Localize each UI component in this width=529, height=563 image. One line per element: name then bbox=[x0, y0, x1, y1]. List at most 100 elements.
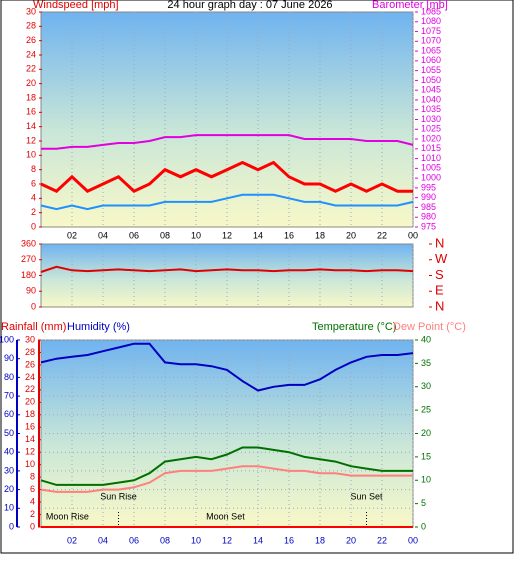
y-tick-label: 985 bbox=[421, 202, 436, 212]
y-tick-label: 14 bbox=[25, 434, 35, 444]
series-line bbox=[40, 193, 414, 211]
y-tick-label: 70 bbox=[4, 390, 14, 400]
y-tick-label: 26 bbox=[26, 35, 36, 45]
y-tick-label: 0 bbox=[9, 521, 14, 531]
y-tick-label: 30 bbox=[4, 465, 14, 475]
y-tick-label: 16 bbox=[25, 422, 35, 432]
y-tick-label: 1005 bbox=[421, 163, 441, 173]
y-tick-label: 10 bbox=[4, 503, 14, 513]
x-tick-label: 20 bbox=[346, 230, 356, 240]
y-tick-label: 1060 bbox=[421, 55, 441, 65]
y-tick-label: 40 bbox=[4, 447, 14, 457]
y-tick-label: 10 bbox=[421, 475, 431, 485]
y-tick-label: 15 bbox=[421, 451, 431, 461]
y-tick-label: 90 bbox=[4, 353, 14, 363]
y-tick-label: 1075 bbox=[421, 26, 441, 36]
y-tick-label: 25 bbox=[421, 405, 431, 415]
y-tick-label: 28 bbox=[25, 347, 35, 357]
y-tick-label: S bbox=[435, 267, 444, 282]
axis-title: 24 hour graph day : 07 June 2026 bbox=[167, 0, 332, 11]
y-tick-label: 20 bbox=[421, 428, 431, 438]
y-tick-label: 100 bbox=[0, 334, 14, 344]
y-tick-label: 990 bbox=[421, 192, 436, 202]
series-line bbox=[40, 265, 414, 273]
y-tick-label: 1055 bbox=[421, 65, 441, 75]
series-line bbox=[40, 465, 413, 493]
y-tick-label: 30 bbox=[421, 381, 431, 391]
x-tick-label: 10 bbox=[191, 230, 201, 240]
x-tick-label: 16 bbox=[284, 230, 294, 240]
y-tick-label: 14 bbox=[26, 121, 36, 131]
y-tick-label: 1050 bbox=[421, 75, 441, 85]
y-tick-label: 20 bbox=[26, 78, 36, 88]
y-tick-label: 1070 bbox=[421, 36, 441, 46]
y-tick-label: 35 bbox=[421, 358, 431, 368]
plot-area bbox=[40, 11, 414, 228]
y-tick-label: 360 bbox=[21, 238, 36, 248]
y-tick-label: 22 bbox=[25, 384, 35, 394]
x-tick-label: 06 bbox=[129, 535, 139, 545]
y-tick-label: 28 bbox=[26, 21, 36, 31]
x-tick-label: 02 bbox=[67, 535, 77, 545]
y-tick-label: 1030 bbox=[421, 114, 441, 124]
y-tick-label: 6 bbox=[30, 484, 35, 494]
y-tick-label: 5 bbox=[421, 498, 426, 508]
y-tick-label: 24 bbox=[25, 372, 35, 382]
axis-title: Humidity (%) bbox=[67, 321, 130, 333]
y-tick-label: 60 bbox=[4, 409, 14, 419]
y-tick-label: 0 bbox=[31, 221, 36, 231]
y-tick-label: 12 bbox=[26, 135, 36, 145]
y-tick-label: 180 bbox=[21, 270, 36, 280]
y-tick-label: 20 bbox=[4, 484, 14, 494]
y-tick-label: 980 bbox=[421, 212, 436, 222]
x-tick-label: 00 bbox=[408, 230, 418, 240]
y-tick-label: 26 bbox=[25, 359, 35, 369]
y-tick-label: 1045 bbox=[421, 85, 441, 95]
annotation: Sun Rise bbox=[100, 491, 137, 501]
series-line bbox=[40, 342, 414, 392]
y-tick-label: 30 bbox=[26, 6, 36, 16]
y-tick-label: 975 bbox=[421, 221, 436, 231]
x-tick-label: 16 bbox=[284, 535, 294, 545]
y-tick-label: 2 bbox=[30, 509, 35, 519]
y-tick-label: N bbox=[435, 235, 444, 250]
y-tick-label: 1065 bbox=[421, 45, 441, 55]
series-line bbox=[41, 134, 414, 150]
x-tick-label: 00 bbox=[408, 535, 418, 545]
y-tick-label: E bbox=[435, 283, 444, 298]
y-tick-label: 16 bbox=[26, 107, 36, 117]
y-tick-label: W bbox=[435, 251, 448, 266]
y-tick-label: 6 bbox=[31, 178, 36, 188]
y-tick-label: 0 bbox=[31, 301, 36, 311]
x-tick-label: 08 bbox=[160, 230, 170, 240]
y-tick-label: 1035 bbox=[421, 104, 441, 114]
y-tick-label: 18 bbox=[26, 92, 36, 102]
y-tick-label: 995 bbox=[421, 182, 436, 192]
y-tick-label: 1080 bbox=[421, 16, 441, 26]
y-tick-label: 1020 bbox=[421, 133, 441, 143]
x-tick-label: 20 bbox=[346, 535, 356, 545]
y-tick-label: 1010 bbox=[421, 153, 441, 163]
y-tick-label: 20 bbox=[25, 397, 35, 407]
y-tick-label: 24 bbox=[26, 49, 36, 59]
x-tick-label: 12 bbox=[222, 230, 232, 240]
y-tick-label: N bbox=[435, 298, 444, 313]
y-tick-label: 10 bbox=[26, 150, 36, 160]
axis-title: Barometer [mb] bbox=[372, 0, 448, 11]
x-tick-label: 18 bbox=[315, 230, 325, 240]
y-tick-label: 4 bbox=[31, 193, 36, 203]
y-tick-label: 80 bbox=[4, 372, 14, 382]
plot-area bbox=[40, 243, 414, 308]
y-tick-label: 0 bbox=[421, 521, 426, 531]
y-tick-label: 10 bbox=[25, 459, 35, 469]
x-tick-label: 18 bbox=[315, 535, 325, 545]
series-line bbox=[40, 446, 413, 486]
y-tick-label: 1040 bbox=[421, 94, 441, 104]
annotation: Sun Set bbox=[350, 491, 383, 501]
x-tick-label: 22 bbox=[377, 535, 387, 545]
y-tick-label: 40 bbox=[421, 334, 431, 344]
y-tick-label: 4 bbox=[30, 496, 35, 506]
y-tick-label: 50 bbox=[4, 428, 14, 438]
frame bbox=[0, 0, 514, 554]
